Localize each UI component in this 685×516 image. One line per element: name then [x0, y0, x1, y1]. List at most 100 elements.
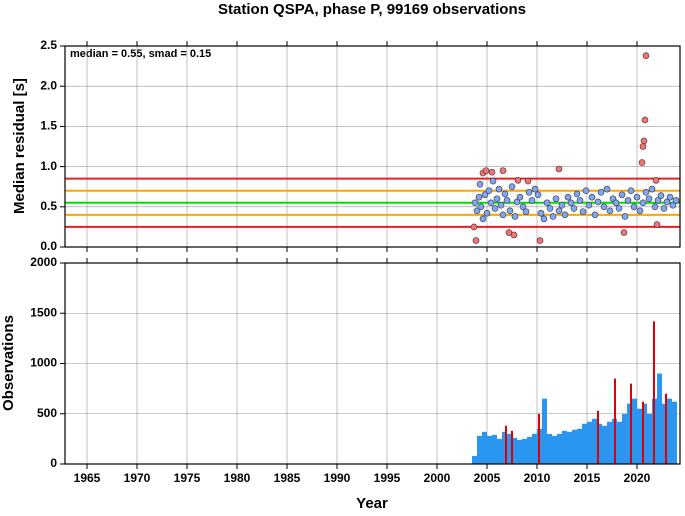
data-point [642, 52, 650, 59]
bar [512, 437, 517, 464]
data-point [540, 215, 548, 223]
y-tick-label: 1500 [30, 305, 57, 319]
data-point [477, 203, 485, 211]
bar [517, 439, 522, 464]
data-point [597, 189, 605, 196]
bar [597, 410, 599, 464]
data-point [479, 215, 487, 223]
data-point [491, 205, 499, 212]
y-tick-label: 0.0 [40, 239, 57, 253]
data-point [633, 193, 641, 201]
plot-frame [64, 45, 681, 248]
data-point [495, 185, 503, 193]
data-point [615, 205, 623, 212]
data-point [648, 185, 656, 193]
x-tick-label: 2005 [474, 471, 501, 485]
data-point [487, 199, 495, 207]
data-point [663, 198, 671, 206]
y-tick-label: 0 [50, 456, 57, 470]
data-point [600, 203, 608, 211]
bar [587, 421, 592, 464]
data-point [543, 199, 551, 207]
y-tick-label: 500 [37, 406, 57, 420]
data-point [576, 197, 584, 204]
bar [507, 433, 512, 464]
x-tick-label: 1970 [124, 471, 151, 485]
data-point [511, 213, 519, 220]
bar [572, 429, 577, 464]
data-point [471, 199, 479, 207]
x-tick-label: 1980 [224, 471, 251, 485]
bar [602, 425, 607, 464]
data-point [536, 237, 544, 244]
data-point [555, 207, 563, 215]
bar [662, 403, 667, 464]
data-point [638, 159, 646, 166]
data-point [482, 167, 490, 174]
data-point [654, 197, 662, 204]
y-tick-label: 1.5 [40, 119, 57, 133]
y-tick-label: 1000 [30, 356, 57, 370]
data-point [606, 207, 614, 215]
data-point [558, 201, 566, 209]
data-point [472, 237, 480, 244]
data-point [657, 192, 665, 199]
data-point [476, 180, 484, 188]
data-point [561, 211, 569, 219]
bar [505, 425, 507, 464]
data-point [639, 199, 647, 207]
data-point [570, 205, 578, 212]
data-point [481, 191, 489, 199]
data-point [531, 185, 539, 193]
data-point [653, 221, 661, 228]
bar [647, 413, 652, 464]
bar [597, 423, 602, 464]
data-point [639, 143, 647, 150]
data-point [636, 207, 644, 215]
bar [557, 433, 562, 464]
bar [642, 403, 647, 464]
data-point [618, 191, 626, 199]
data-point [524, 177, 532, 185]
data-point [516, 193, 524, 201]
bar [632, 398, 637, 464]
data-point [579, 208, 587, 215]
data-point [555, 165, 563, 173]
data-point [499, 167, 507, 174]
data-point [473, 207, 481, 215]
bar [622, 413, 627, 464]
data-point [503, 197, 511, 204]
x-tick-label: 1965 [74, 471, 101, 485]
bar [582, 423, 587, 464]
bar [552, 435, 557, 464]
bar [547, 433, 552, 464]
bar [502, 431, 507, 464]
data-point [660, 205, 668, 212]
data-point [627, 187, 635, 195]
data-point [525, 189, 533, 196]
data-point [534, 191, 542, 199]
bar [562, 430, 567, 464]
bar [527, 436, 532, 464]
bar [492, 434, 497, 464]
data-point [612, 199, 620, 207]
plot-frame [64, 262, 681, 465]
data-point [499, 211, 507, 219]
bar [477, 435, 482, 464]
data-point [652, 176, 660, 184]
data-point [621, 213, 629, 220]
bar [630, 383, 632, 464]
x-tick-label: 1990 [324, 471, 351, 485]
data-point [624, 197, 632, 204]
data-point [493, 195, 501, 203]
data-point [585, 201, 593, 209]
bar [667, 398, 672, 464]
data-point [564, 193, 572, 201]
data-point [513, 198, 521, 206]
data-point [488, 168, 496, 176]
data-point [501, 190, 509, 198]
y-tick-label: 2000 [30, 255, 57, 269]
data-point [640, 137, 648, 145]
